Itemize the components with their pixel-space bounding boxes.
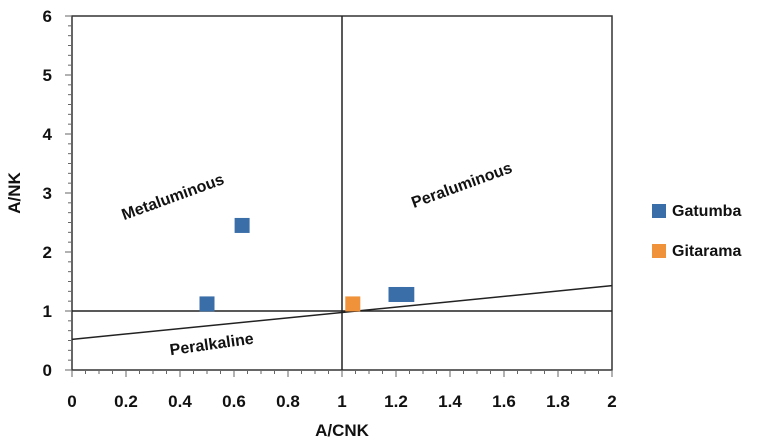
x-tick-labels: 0 0.2 0.4 0.6 0.8 1 1.2 1.4 1.6 1.8 2: [67, 392, 616, 411]
y-tick-label: 0: [43, 361, 52, 380]
x-tick-label: 1.4: [438, 392, 462, 411]
data-point-gatumba: [399, 286, 415, 302]
x-tick-label: 0.6: [222, 392, 246, 411]
legend-swatch-gatumba: [652, 204, 666, 218]
x-tick-label: 2: [607, 392, 616, 411]
reference-line: [71, 284, 613, 341]
legend: Gatumba Gitarama: [652, 203, 741, 260]
y-tick-label: 1: [43, 302, 52, 321]
data-points: [199, 217, 415, 312]
legend-swatch-gitarama: [652, 244, 666, 258]
y-tick-label: 3: [43, 184, 52, 203]
x-tick-label: 0.4: [168, 392, 192, 411]
x-axis-title: A/CNK: [315, 421, 370, 440]
reference-lines: [71, 16, 613, 370]
x-tick-label: 1: [337, 392, 346, 411]
x-tick-label: 0.8: [276, 392, 300, 411]
y-tick-labels: 0 1 2 3 4 5 6: [43, 7, 53, 380]
x-tick-label: 1.8: [546, 392, 570, 411]
field-label-peraluminous: Peraluminous: [409, 160, 514, 212]
x-tick-label: 1.6: [492, 392, 516, 411]
y-tick-label: 4: [43, 125, 53, 144]
x-tick-label: 0: [67, 392, 76, 411]
y-axis-title: A/NK: [5, 172, 24, 214]
legend-label-gatumba: Gatumba: [672, 203, 741, 220]
x-tick-label: 0.2: [114, 392, 138, 411]
data-point-gitarama: [345, 296, 361, 312]
y-tick-label: 2: [43, 243, 52, 262]
y-tick-label: 5: [43, 66, 52, 85]
data-point-gatumba: [234, 217, 250, 233]
y-tick-label: 6: [43, 7, 52, 26]
field-label-metaluminous: Metaluminous: [120, 171, 227, 224]
legend-label-gitarama: Gitarama: [672, 243, 741, 260]
minor-ticks: [65, 15, 613, 377]
x-tick-label: 1.2: [384, 392, 408, 411]
field-label-peralkaline: Peralkaline: [169, 331, 255, 360]
data-point-gatumba: [199, 296, 215, 312]
